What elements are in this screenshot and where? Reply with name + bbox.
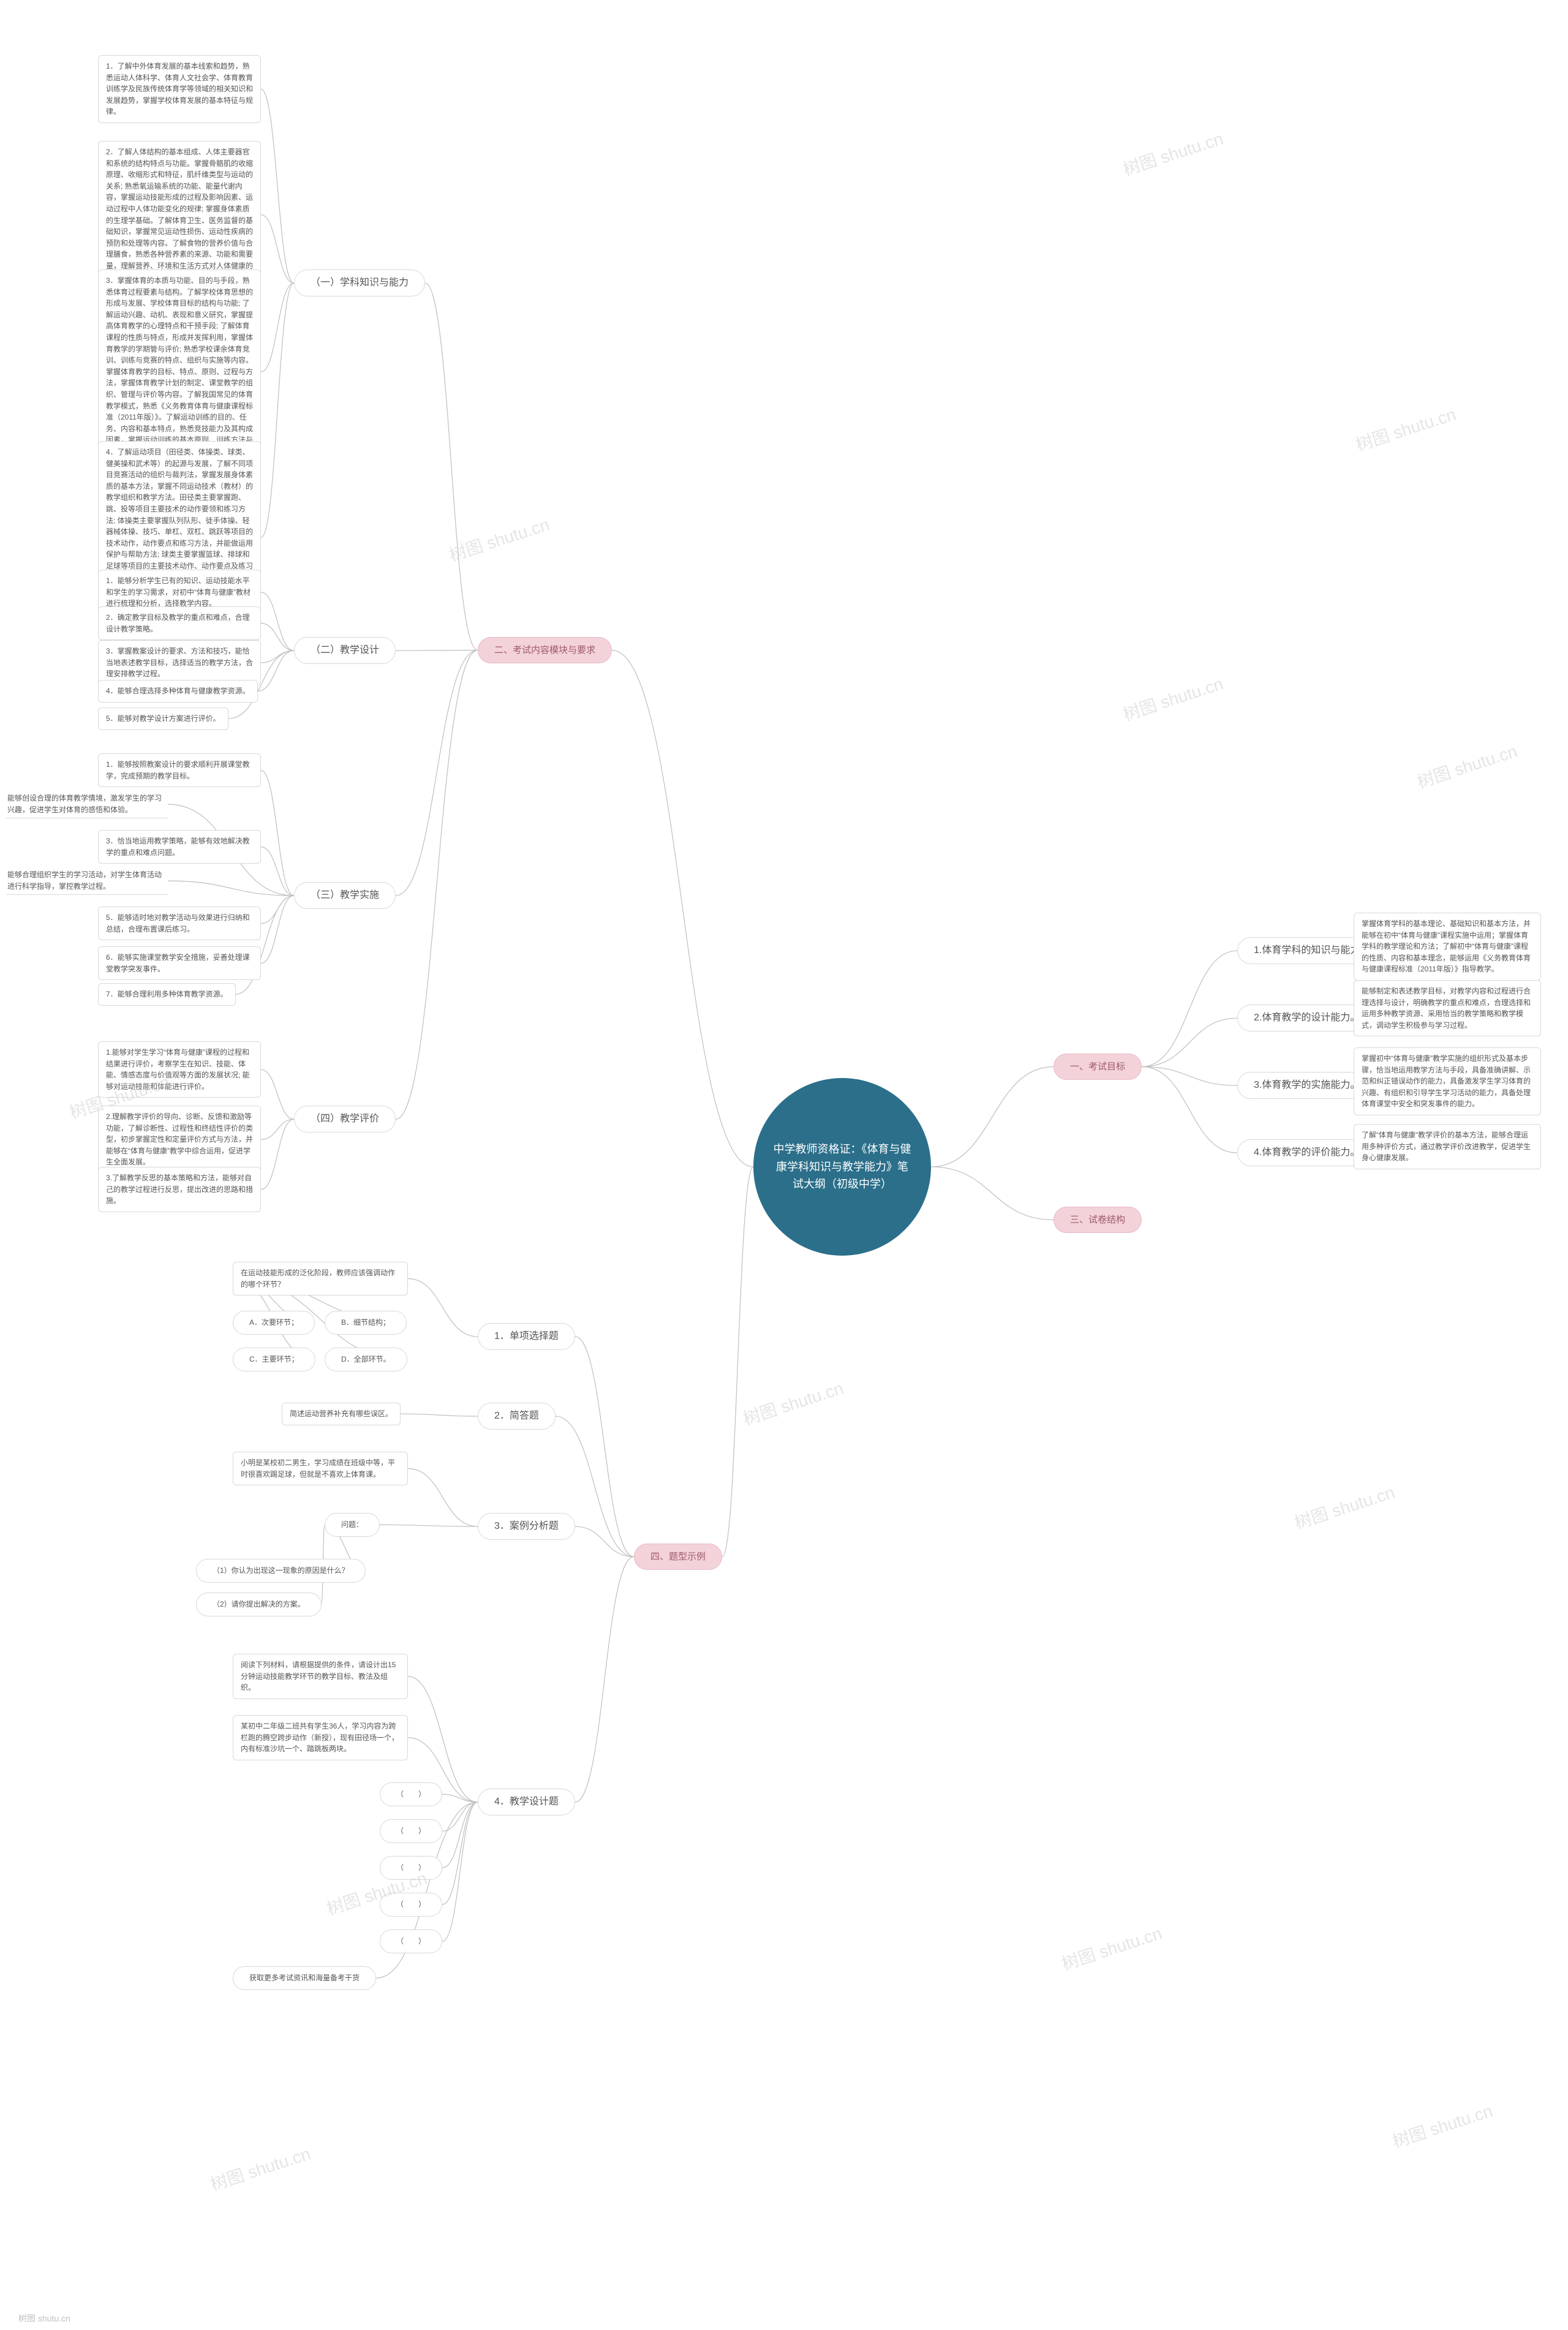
- b2c1-i1: 2．了解人体结构的基本组成、人体主要器官和系统的结构特点与功能。掌握骨骼肌的收缩…: [98, 141, 261, 288]
- b2c4-i1: 2.理解教学评价的导向、诊断、反馈和激励等功能，了解诊断性、过程性和终结性评价的…: [98, 1106, 261, 1174]
- b4c3: 3．案例分析题: [478, 1513, 575, 1540]
- b4c4-tail: 获取更多考试资讯和海量备考干货: [233, 1966, 376, 1990]
- footer-text: 树图 shutu.cn: [18, 2312, 70, 2324]
- b4c2: 2．简答题: [478, 1403, 556, 1430]
- b4c1: 1．单项选择题: [478, 1323, 575, 1350]
- b4c1-stem: 在运动技能形成的泛化阶段，教师应该强调动作的哪个环节？: [233, 1262, 408, 1295]
- b4c4-body: 某初中二年级二班共有学生36人，学习内容为跨栏跑的腾空跨步动作（新授），现有田径…: [233, 1715, 408, 1760]
- b2c2-i3: 4．能够合理选择多种体育与健康教学资源。: [98, 680, 258, 703]
- b2c3-i1: 能够创设合理的体育教学情境，激发学生的学习兴趣，促进学生对体育的感悟和体验。: [6, 790, 168, 818]
- b4c4-pre: 阅读下列材料，请根据提供的条件，请设计出15分钟运动技能教学环节的教学目标、教法…: [233, 1654, 408, 1699]
- b2c1-i0: 1．了解中外体育发展的基本线索和趋势，熟悉运动人体科学、体育人文社会学、体育教育…: [98, 55, 261, 123]
- b2c3-i5: 6．能够实施课堂教学安全措施，妥善处理课堂教学突发事件。: [98, 946, 261, 980]
- b4c3-pre: 小明是某校初二男生，学习成绩在班级中等，平时很喜欢踢足球，但就是不喜欢上体育课。: [233, 1452, 408, 1485]
- root-node: 中学教师资格证：《体育与健康学科知识与教学能力》笔试大纲（初级中学）: [753, 1078, 931, 1256]
- b1c2-note: 能够制定和表述教学目标，对教学内容和过程进行合理选择与设计，明确教学的重点和难点…: [1354, 980, 1541, 1036]
- b4c4-blank0: （ ）: [380, 1782, 442, 1806]
- b4c1-o1: B．细节结构；: [325, 1311, 407, 1335]
- b4c3-s0: （1）你认为出现这一现象的原因是什么？: [196, 1559, 366, 1583]
- b4c1-o3: D．全部环节。: [325, 1348, 407, 1371]
- b4c3-s1: （2）请你提出解决的方案。: [196, 1593, 322, 1616]
- b2c2-i2: 3．掌握教案设计的要求、方法和技巧，能恰当地表述教学目标，选择适当的教学方法，合…: [98, 640, 261, 685]
- b4c4: 4．教学设计题: [478, 1789, 575, 1815]
- b1: 一、考试目标: [1054, 1054, 1142, 1080]
- b2c4-i0: 1.能够对学生学习“体育与健康”课程的过程和结果进行评价，考察学生在知识、技能、…: [98, 1041, 261, 1098]
- b2c4: （四）教学评价: [294, 1106, 396, 1133]
- b4c4-blank3: （ ）: [380, 1893, 442, 1917]
- b4c4-blank2: （ ）: [380, 1856, 442, 1880]
- b2c4-i2: 3.了解教学反思的基本策略和方法，能够对自己的教学过程进行反思，提出改进的思路和…: [98, 1167, 261, 1212]
- b2c3-i6: 7．能够合理利用多种体育教学资源。: [98, 983, 236, 1006]
- b2c3: （三）教学实施: [294, 882, 396, 909]
- b2c2-i4: 5．能够对教学设计方案进行评价。: [98, 707, 228, 730]
- b2c3-i4: 5．能够适时地对教学活动与效果进行归纳和总结，合理布置课后练习。: [98, 907, 261, 940]
- b2c2: （二）教学设计: [294, 637, 396, 664]
- b4c1-o0: A．次要环节；: [233, 1311, 315, 1335]
- b4c2-stem: 简述运动营养补充有哪些误区。: [282, 1403, 401, 1425]
- b2c3-i3: 能够合理组织学生的学习活动，对学生体育活动进行科学指导，掌控教学过程。: [6, 867, 168, 895]
- b4c4-blank1: （ ）: [380, 1819, 442, 1843]
- b3: 三、试卷结构: [1054, 1207, 1142, 1233]
- b1c3-note: 掌握初中“体育与健康”教学实施的组织形式及基本步骤，恰当地运用教学方法与手段，具…: [1354, 1047, 1541, 1115]
- b4: 四、题型示例: [634, 1544, 722, 1570]
- b2c3-i0: 1．能够按照教案设计的要求顺利开展课堂教学，完成预期的教学目标。: [98, 753, 261, 787]
- b4c3-q: 问题：: [325, 1513, 380, 1537]
- b2c1: （一）学科知识与能力: [294, 270, 425, 296]
- b2: 二、考试内容模块与要求: [478, 637, 612, 663]
- b2c3-i2: 3．恰当地运用教学策略，能够有效地解决教学的重点和难点问题。: [98, 830, 261, 864]
- b1c1-note: 掌握体育学科的基本理论、基础知识和基本方法，并能够在初中“体育与健康”课程实施中…: [1354, 913, 1541, 981]
- b2c2-i1: 2．确定教学目标及教学的重点和难点，合理设计教学策略。: [98, 606, 261, 640]
- b4c4-blank4: （ ）: [380, 1929, 442, 1953]
- b1c4-note: 了解“体育与健康”教学评价的基本方法，能够合理运用多种评价方式，通过教学评价改进…: [1354, 1124, 1541, 1169]
- b4c1-o2: C．主要环节；: [233, 1348, 315, 1371]
